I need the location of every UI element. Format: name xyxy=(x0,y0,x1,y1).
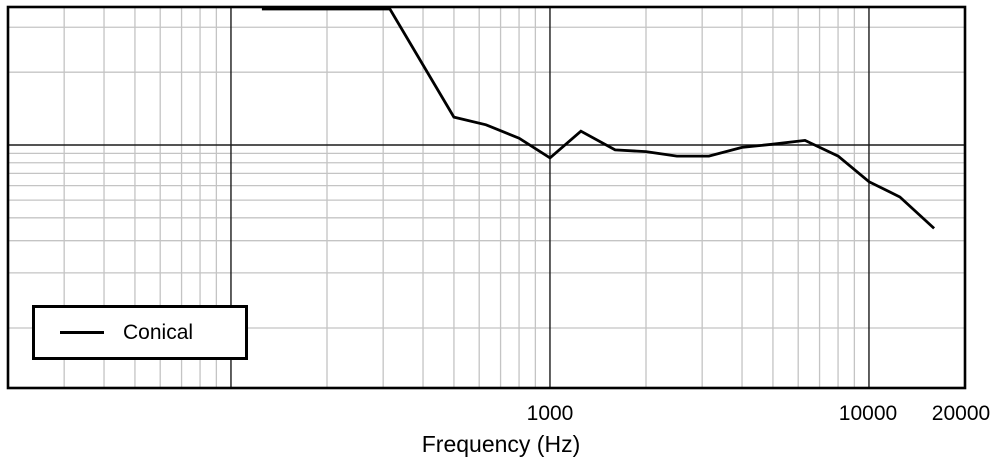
series-conical-line xyxy=(261,7,936,230)
legend-label: Conical xyxy=(123,320,194,344)
x-tick-label-10000: 10000 xyxy=(838,402,898,425)
x-tick-label-20000: 20000 xyxy=(931,402,991,425)
legend: Conical xyxy=(32,305,248,360)
legend-line-sample-icon xyxy=(60,331,104,334)
x-axis-title: Frequency (Hz) xyxy=(421,431,581,457)
x-tick-label-1000: 1000 xyxy=(526,402,574,425)
